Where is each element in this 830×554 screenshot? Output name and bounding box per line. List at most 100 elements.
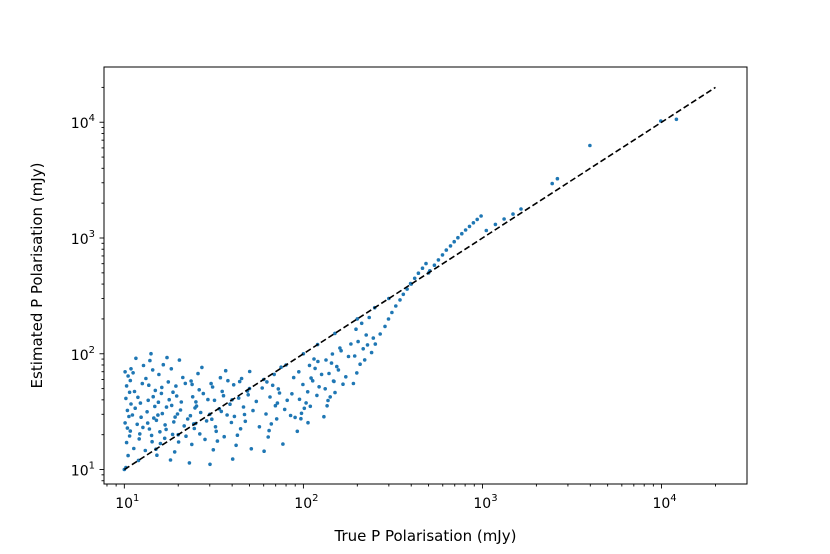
data-point [218, 375, 223, 380]
data-point [305, 390, 310, 394]
data-point [198, 432, 202, 436]
data-point [167, 397, 171, 402]
data-point [192, 426, 197, 431]
data-point [170, 432, 175, 437]
data-point [436, 258, 441, 262]
data-point [141, 425, 145, 430]
data-point [130, 413, 135, 417]
data-point [352, 354, 357, 358]
data-point [291, 375, 296, 380]
data-point [299, 411, 304, 416]
x-tick-label: 103 [473, 493, 497, 512]
data-point [221, 393, 226, 398]
y-tick-label: 103 [71, 229, 95, 248]
data-point [193, 406, 197, 410]
data-point [175, 412, 180, 416]
y-axis-label: Estimated P Polarisation (mJy) [28, 163, 46, 389]
data-point [471, 221, 476, 225]
y-tick-label: 101 [71, 461, 95, 480]
data-point [162, 436, 167, 441]
data-point [373, 342, 378, 346]
data-point [239, 376, 244, 381]
data-point [354, 327, 358, 332]
data-point [146, 398, 150, 403]
data-point [174, 384, 178, 388]
data-point [310, 379, 315, 383]
data-point [138, 432, 142, 436]
data-point [297, 397, 302, 402]
data-point [285, 398, 290, 403]
data-point [143, 448, 148, 453]
data-point [209, 381, 213, 386]
data-point [550, 181, 554, 186]
data-point [124, 396, 128, 401]
data-point [243, 419, 248, 424]
data-point [241, 405, 246, 409]
data-point [123, 370, 127, 374]
data-point [288, 413, 293, 418]
data-point [238, 427, 243, 431]
data-point [378, 332, 383, 336]
data-point [282, 407, 287, 412]
data-point [204, 419, 209, 423]
data-point [440, 253, 445, 257]
x-tick-label: 101 [115, 493, 139, 512]
data-point [265, 380, 269, 384]
data-point [125, 408, 130, 413]
data-point [326, 398, 330, 403]
data-point [196, 371, 200, 376]
data-point [163, 423, 167, 427]
data-point [264, 412, 268, 416]
data-point [141, 363, 146, 368]
data-point [137, 437, 141, 441]
data-point [274, 417, 279, 421]
data-point [208, 462, 212, 467]
data-points [122, 117, 679, 472]
data-point [262, 449, 266, 454]
data-point [169, 403, 174, 408]
data-point [237, 379, 242, 384]
data-point [361, 347, 366, 351]
data-point [164, 405, 169, 409]
data-point [308, 404, 313, 409]
data-point [156, 413, 160, 417]
data-point [166, 380, 171, 384]
data-point [358, 362, 362, 367]
data-point [174, 394, 179, 398]
data-point [247, 369, 252, 374]
data-point [275, 401, 280, 405]
data-point [266, 435, 271, 439]
data-point [177, 358, 182, 362]
data-point [201, 391, 206, 396]
data-point [151, 394, 155, 399]
data-point [206, 397, 210, 402]
data-point [268, 395, 272, 399]
data-point [200, 365, 204, 370]
data-point [149, 351, 153, 356]
data-point [249, 447, 254, 451]
data-point [190, 442, 194, 447]
data-point [140, 381, 145, 386]
data-point [147, 383, 151, 388]
data-point [307, 363, 312, 368]
data-point [301, 382, 305, 387]
data-point [149, 433, 154, 438]
data-point [152, 416, 156, 420]
data-point [367, 315, 372, 320]
data-point [173, 415, 177, 419]
data-point [135, 422, 139, 427]
data-point [302, 406, 307, 411]
data-point [223, 368, 228, 373]
data-point [183, 381, 188, 386]
data-point [210, 417, 214, 422]
data-point [456, 235, 460, 240]
data-point [145, 410, 149, 414]
data-point [128, 429, 133, 433]
data-point [168, 458, 173, 462]
data-point [349, 342, 353, 346]
data-point [165, 355, 169, 360]
data-point [127, 434, 132, 438]
data-point [254, 399, 259, 404]
data-point [309, 376, 313, 380]
data-point [126, 453, 130, 458]
